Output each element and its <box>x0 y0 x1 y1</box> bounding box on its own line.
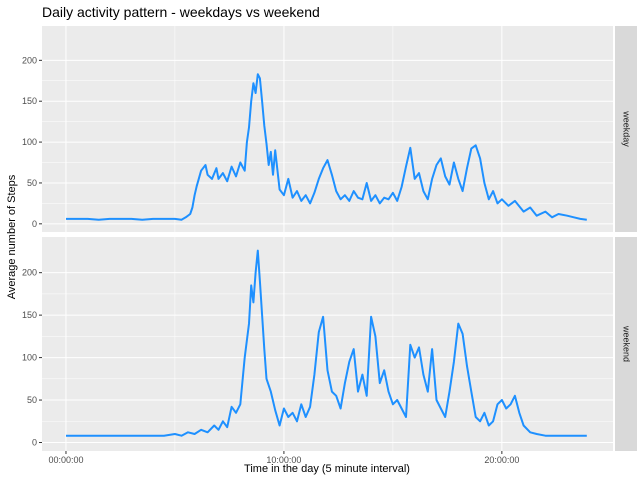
series-line-weekend <box>66 249 587 437</box>
y-tick-label: 150 <box>22 310 37 320</box>
x-tick-label: 10:00:00 <box>266 455 301 465</box>
facet-strip-label: weekend <box>622 325 632 362</box>
series-line-weekday <box>66 73 587 221</box>
facet-panels: 0 50 100 150 200 weekday 0 50 100 150 200 weekend <box>22 26 637 451</box>
y-tick-label: 0 <box>32 438 37 448</box>
facet-strip <box>615 237 637 451</box>
y-tick-label: 50 <box>27 178 37 188</box>
y-tick-label: 200 <box>22 55 37 65</box>
y-tick-label: 100 <box>22 353 37 363</box>
y-tick-label: 200 <box>22 268 37 278</box>
panel-background <box>42 26 613 232</box>
panel-weekend: 0 50 100 150 200 weekend <box>22 237 637 451</box>
panel-background <box>42 237 613 451</box>
facet-strip-label: weekday <box>622 110 632 147</box>
facet-strip <box>615 26 637 232</box>
x-axis: 00:00:00 10:00:00 20:00:00 <box>48 451 519 465</box>
x-axis-title: Time in the day (5 minute interval) <box>244 463 410 475</box>
x-tick-label: 00:00:00 <box>48 455 83 465</box>
y-tick-label: 50 <box>27 395 37 405</box>
y-tick-label: 150 <box>22 96 37 106</box>
panel-weekday: 0 50 100 150 200 weekday <box>22 26 637 232</box>
y-tick-label: 100 <box>22 137 37 147</box>
chart-title: Daily activity pattern - weekdays vs wee… <box>42 4 320 20</box>
y-axis-title: Average number of Steps <box>6 174 18 299</box>
x-tick-label: 20:00:00 <box>484 455 519 465</box>
y-tick-label: 0 <box>32 219 37 229</box>
